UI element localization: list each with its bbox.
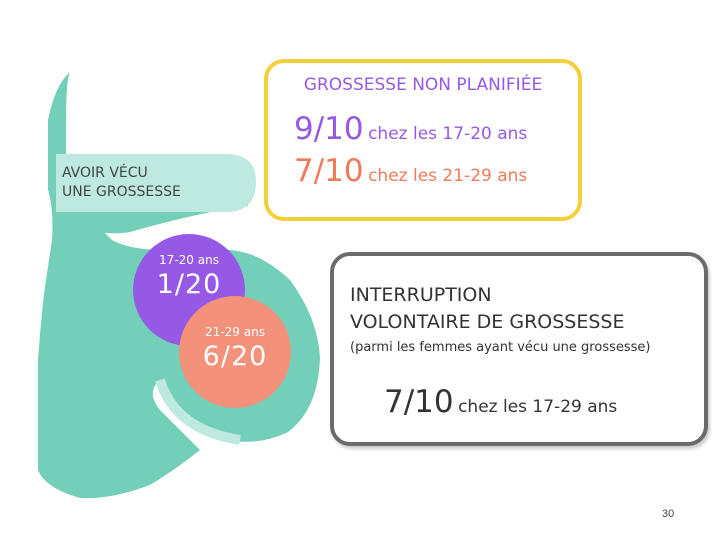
abortion-subtitle: (parmi les femmes ayant vécu une grosses… (350, 340, 651, 355)
unplanned-stat-17-20-value: 9/10 (294, 111, 364, 147)
unplanned-stat-17-20: 9/10 chez les 17-20 ans (294, 111, 527, 147)
unplanned-stat-21-29-label: chez les 21-29 ans (368, 166, 528, 186)
abortion-stat-value: 7/10 (384, 384, 454, 420)
silhouette-band (56, 154, 256, 212)
circle-17-20-age: 17-20 ans (159, 252, 219, 267)
pregnancy-label-line1: AVOIR VÉCU (62, 165, 148, 181)
unplanned-stat-21-29: 7/10 chez les 21-29 ans (294, 153, 527, 189)
abortion-stat-label: chez les 17-29 ans (458, 397, 618, 417)
unplanned-title: GROSSESSE NON PLANIFIÉE (303, 75, 543, 95)
circle-21-29: 21-29 ans 6/20 (179, 296, 291, 408)
circle-21-29-ratio: 6/20 (202, 340, 268, 372)
silhouette-arm-curve (155, 378, 241, 445)
pregnancy-label-line2: UNE GROSSESSE (62, 184, 181, 200)
unplanned-stat-17-20-label: chez les 17-20 ans (368, 124, 528, 144)
abortion-title-line1: INTERRUPTION (350, 284, 492, 306)
abortion-title-line2: VOLONTAIRE DE GROSSESSE (350, 311, 625, 333)
page-number: 30 (662, 508, 675, 520)
abortion-stat: 7/10 chez les 17-29 ans (384, 384, 617, 420)
circle-21-29-age: 21-29 ans (205, 324, 265, 339)
unplanned-stat-21-29-value: 7/10 (294, 153, 364, 189)
unplanned-pregnancy-box: GROSSESSE NON PLANIFIÉE 9/10 chez les 17… (264, 59, 582, 221)
pregnancy-label: AVOIR VÉCU UNE GROSSESSE (62, 164, 181, 202)
abortion-title: INTERRUPTION VOLONTAIRE DE GROSSESSE (350, 282, 624, 336)
circle-17-20-ratio: 1/20 (156, 268, 222, 300)
abortion-box: INTERRUPTION VOLONTAIRE DE GROSSESSE (pa… (330, 252, 708, 446)
